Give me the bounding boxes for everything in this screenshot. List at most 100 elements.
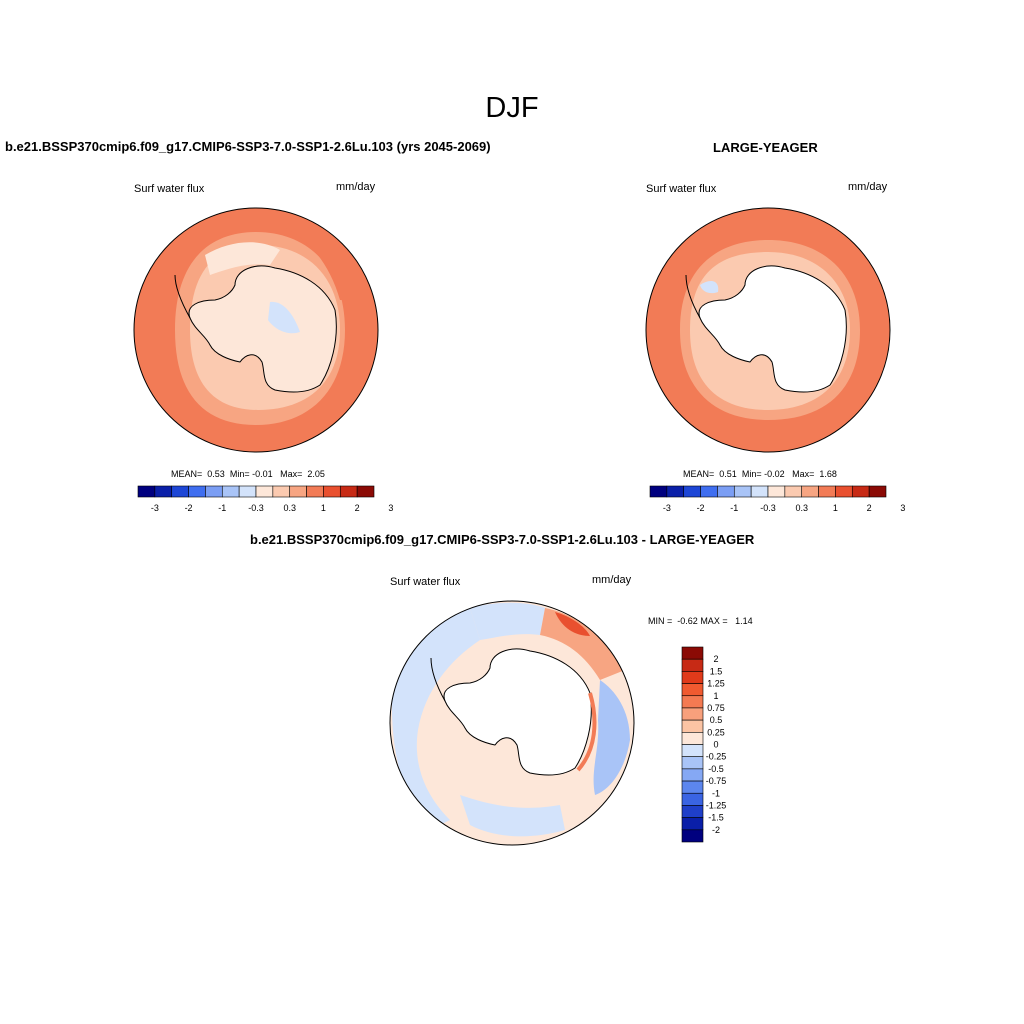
panel3-colorbar-tick-label: 1 (713, 691, 718, 701)
panel2-colorbar-tick-label: -2 (697, 503, 705, 513)
panel1-colorbar-swatch (238, 485, 257, 498)
panel1-units: mm/day (336, 181, 376, 193)
panel2-units: mm/day (848, 181, 888, 193)
map1-peninsula (174, 274, 191, 319)
panel3-colorbar-swatch (681, 671, 704, 684)
panel2-colorbar-swatch (784, 485, 803, 498)
map2-border (645, 207, 891, 453)
map1-negative-patch (268, 301, 300, 334)
map3-peninsula (430, 657, 446, 702)
panel2-colorbar-swatch (717, 485, 735, 498)
panel2-colorbar-tick-label: 2 (867, 503, 872, 513)
panel1-colorbar-swatch (221, 485, 240, 498)
map1-antarctica (188, 265, 337, 393)
panel3-colorbar-swatch (681, 792, 704, 806)
map1-polar-plot (134, 208, 378, 452)
main-title: DJF (485, 92, 539, 124)
panel3-units: mm/day (592, 574, 632, 586)
panel2-title: LARGE-YEAGER (713, 140, 818, 155)
panel2-colorbar-swatch (700, 485, 718, 498)
panel3-colorbar-tick-label: 0.75 (707, 703, 725, 713)
panel1-colorbar-swatch (255, 485, 274, 498)
panel3-colorbar-tick-label: -2 (712, 825, 720, 835)
panel2-colorbar-swatch (801, 485, 819, 498)
panel1-colorbar-tick-label: -3 (151, 503, 159, 513)
panel3-colorbar-tick-label: -0.75 (706, 776, 727, 786)
map2-negative-patch (700, 280, 719, 294)
panel1-colorbar-tick-label: 2 (355, 503, 360, 513)
panel2-colorbar: -3 -2 -1 -0.3 0.3 1 2 3 (649, 485, 905, 513)
panel2-colorbar-swatch (818, 485, 836, 498)
map2-polar-plot (646, 208, 890, 452)
panel3-colorbar-swatch (681, 646, 704, 660)
panel2-stats: MEAN= 0.51 Min= -0.02 Max= 1.68 (683, 469, 837, 479)
panel1-colorbar-tick-label: -2 (185, 503, 193, 513)
panel3-title: b.e21.BSSP370cmip6.f09_g17.CMIP6-SSP3-7.… (250, 532, 755, 547)
panel1-colorbar-swatch (205, 485, 223, 498)
panel3-minmax: MIN = -0.62 MAX = 1.14 (648, 616, 753, 626)
panel3-colorbar-swatch (681, 768, 704, 782)
panel1-colorbar-swatch (137, 485, 156, 498)
panel1-colorbar: -3 -2 -1 -0.3 0.3 1 2 3 (137, 485, 393, 513)
panel3-colorbar-tick-label: -1.5 (708, 813, 724, 823)
panel1-colorbar-tick-label: -0.3 (248, 503, 264, 513)
panel1-colorbar-swatch (154, 485, 173, 498)
panel3-colorbar-swatch (681, 707, 704, 721)
panel2-colorbar-tick-label: -3 (663, 503, 671, 513)
panel3-colorbar-swatch (681, 683, 704, 697)
panel3-colorbar-tick-label: 0 (713, 740, 718, 750)
map3-negative-region-west (391, 608, 480, 830)
panel3-colorbar: 2 1.5 1.25 1 0.75 0.5 0.25 0 -0.25 -0.5 -0.75 -1 -1.… (681, 646, 727, 843)
panel3-variable: Surf water flux (390, 576, 461, 588)
panel3-colorbar-swatch (681, 829, 704, 843)
panel2-colorbar-tick-label: 1 (833, 503, 838, 513)
map3-negative-region-north (470, 602, 545, 640)
map3-polar-plot (390, 601, 634, 845)
panel2-colorbar-swatch (835, 485, 853, 498)
panel3-colorbar-swatch (681, 756, 704, 770)
panel1-variable: Surf water flux (134, 183, 205, 195)
panel1-colorbar-swatch (272, 485, 291, 498)
map3-negative-region-south (460, 795, 565, 837)
panel2-colorbar-tick-label: -0.3 (760, 503, 776, 513)
panel2-colorbar-swatch (683, 485, 701, 498)
panel1-colorbar-swatch (356, 485, 375, 498)
panel3-colorbar-swatch (681, 744, 704, 757)
map3-border (389, 600, 635, 846)
panel1-colorbar-swatch (306, 485, 324, 498)
panel1-colorbar-tick-label: 0.3 (283, 503, 296, 513)
panel2-colorbar-swatch (868, 485, 887, 498)
panel3-colorbar-swatch (681, 719, 704, 733)
panel1-colorbar-tick-label: -1 (218, 503, 226, 513)
panel1-colorbar-swatch (289, 485, 307, 498)
panel1-colorbar-swatch (323, 485, 341, 498)
panel3-colorbar-tick-label: -1 (712, 788, 720, 798)
map3-strong-positive (555, 612, 590, 636)
panel3-colorbar-swatch (681, 658, 704, 672)
panel2-variable: Surf water flux (646, 183, 717, 195)
panel3-colorbar-tick-label: 2 (713, 654, 718, 664)
panel1-colorbar-tick-label: 1 (321, 503, 326, 513)
panel2-colorbar-swatch (733, 485, 752, 498)
panel3-colorbar-tick-label: 1.25 (707, 679, 725, 689)
panel3-colorbar-swatch (681, 695, 704, 709)
panel3-colorbar-tick-label: -0.5 (708, 764, 724, 774)
panel1-title: b.e21.BSSP370cmip6.f09_g17.CMIP6-SSP3-7.… (5, 139, 491, 154)
panel1-colorbar-swatch (339, 485, 358, 498)
panel2-colorbar-swatch (767, 485, 786, 498)
map3-negative-region-east (593, 680, 630, 795)
panel2-colorbar-swatch (649, 485, 668, 498)
map3-antarctica (443, 648, 592, 776)
panel3-colorbar-tick-label: 0.5 (710, 715, 723, 725)
panel3-colorbar-tick-label: -1.25 (706, 800, 727, 810)
panel3-colorbar-swatch (681, 817, 704, 831)
map3-coastal-positive (576, 692, 597, 772)
map1-wedge (285, 208, 378, 300)
panel1-colorbar-swatch (171, 485, 189, 498)
panel3-colorbar-tick-label: -0.25 (706, 752, 727, 762)
panel2-colorbar-swatch (750, 485, 769, 498)
panel2-colorbar-swatch (851, 485, 870, 498)
map1-border (133, 207, 379, 453)
